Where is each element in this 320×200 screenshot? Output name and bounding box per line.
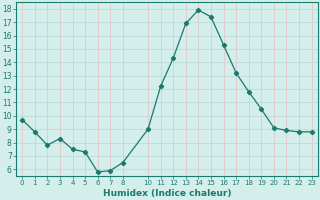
X-axis label: Humidex (Indice chaleur): Humidex (Indice chaleur) (103, 189, 231, 198)
